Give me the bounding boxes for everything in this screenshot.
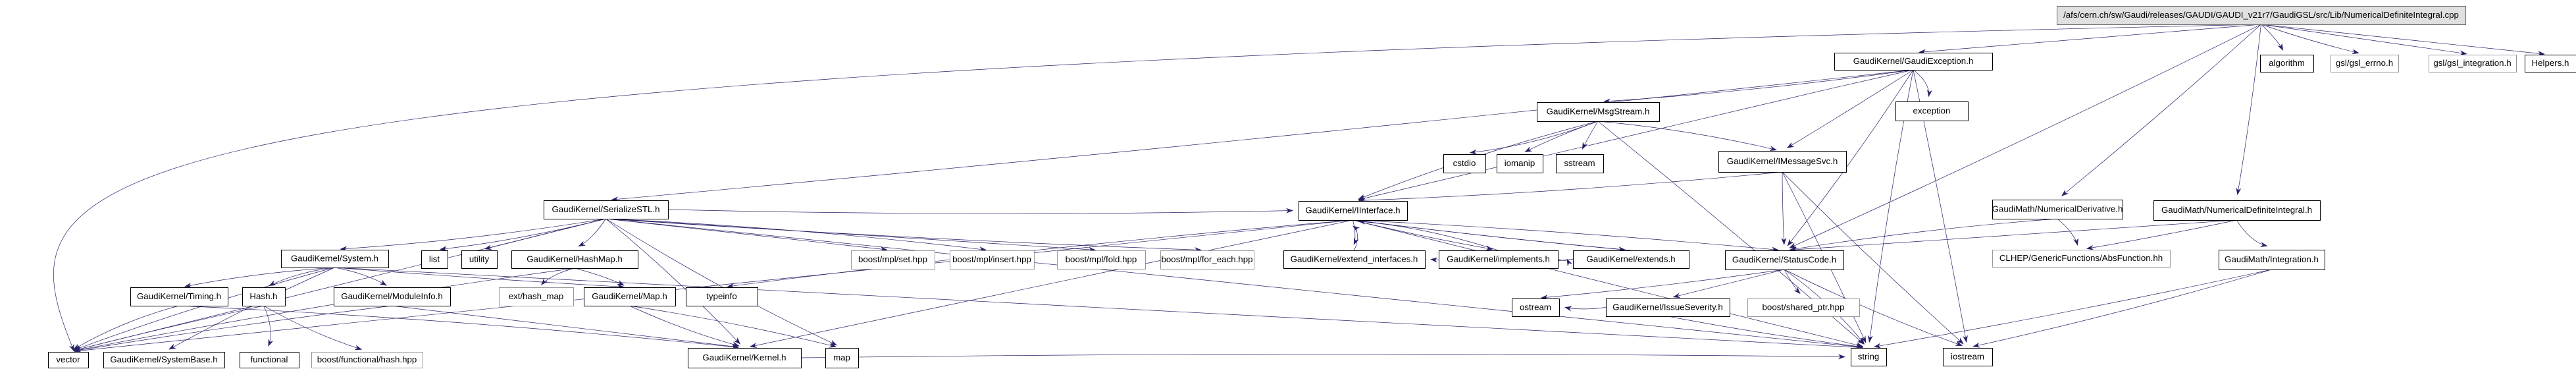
- svg-text:vector: vector: [56, 355, 80, 364]
- svg-text:iomanip: iomanip: [1505, 158, 1535, 168]
- svg-text:iostream: iostream: [1951, 352, 1984, 362]
- svg-text:boost/mpl/for_each.hpp: boost/mpl/for_each.hpp: [1162, 254, 1253, 264]
- svg-text:GaudiKernel/GaudiException.h: GaudiKernel/GaudiException.h: [1853, 56, 1974, 66]
- svg-text:ostream: ostream: [1520, 302, 1551, 312]
- svg-text:gsl/gsl_integration.h: gsl/gsl_integration.h: [2433, 58, 2511, 68]
- svg-text:ext/hash_map: ext/hash_map: [509, 291, 564, 301]
- svg-text:GaudiKernel/ModuleInfo.h: GaudiKernel/ModuleInfo.h: [341, 291, 443, 301]
- svg-text:GaudiKernel/extend_interfaces.: GaudiKernel/extend_interfaces.h: [1291, 254, 1418, 264]
- svg-text:boost/shared_ptr.hpp: boost/shared_ptr.hpp: [1763, 302, 1845, 312]
- svg-text:GaudiMath/NumericalDefiniteInt: GaudiMath/NumericalDefiniteIntegral.h: [2161, 205, 2312, 215]
- svg-text:GaudiKernel/StatusCode.h: GaudiKernel/StatusCode.h: [1732, 255, 1836, 265]
- svg-text:GaudiMath/NumericalDerivative.: GaudiMath/NumericalDerivative.h: [1992, 204, 2123, 214]
- svg-text:GaudiKernel/implements.h: GaudiKernel/implements.h: [1447, 254, 1550, 264]
- svg-text:GaudiKernel/SerializeSTL.h: GaudiKernel/SerializeSTL.h: [552, 204, 659, 214]
- svg-text:gsl/gsl_errno.h: gsl/gsl_errno.h: [2336, 58, 2393, 68]
- svg-text:boost/mpl/set.hpp: boost/mpl/set.hpp: [858, 254, 927, 264]
- svg-text:GaudiMath/Integration.h: GaudiMath/Integration.h: [2225, 254, 2319, 264]
- svg-text:Hash.h: Hash.h: [249, 291, 277, 301]
- svg-text:GaudiKernel/Kernel.h: GaudiKernel/Kernel.h: [702, 353, 786, 362]
- svg-text:GaudiKernel/HashMap.h: GaudiKernel/HashMap.h: [527, 254, 623, 264]
- svg-text:boost/functional/hash.hpp: boost/functional/hash.hpp: [317, 355, 417, 364]
- svg-text:GaudiKernel/MsgStream.h: GaudiKernel/MsgStream.h: [1547, 107, 1650, 117]
- svg-text:Helpers.h: Helpers.h: [2532, 58, 2569, 68]
- svg-text:GaudiKernel/extends.h: GaudiKernel/extends.h: [1586, 254, 1675, 264]
- svg-text:typeinfo: typeinfo: [706, 291, 737, 301]
- svg-text:GaudiKernel/IMessageSvc.h: GaudiKernel/IMessageSvc.h: [1727, 156, 1838, 166]
- svg-text:GaudiKernel/SystemBase.h: GaudiKernel/SystemBase.h: [110, 355, 217, 364]
- svg-text:/afs/cern.ch/sw/Gaudi/releases: /afs/cern.ch/sw/Gaudi/releases/GAUDI/GAU…: [2063, 10, 2459, 20]
- svg-text:list: list: [429, 254, 440, 264]
- svg-text:GaudiKernel/System.h: GaudiKernel/System.h: [291, 254, 378, 264]
- svg-text:utility: utility: [469, 254, 490, 264]
- svg-text:sstream: sstream: [1564, 158, 1595, 168]
- svg-text:string: string: [1858, 352, 1880, 362]
- svg-text:functional: functional: [251, 355, 288, 364]
- svg-text:exception: exception: [1913, 106, 1951, 116]
- svg-text:GaudiKernel/Map.h: GaudiKernel/Map.h: [592, 291, 667, 301]
- svg-text:GaudiKernel/IInterface.h: GaudiKernel/IInterface.h: [1305, 206, 1400, 215]
- svg-text:algorithm: algorithm: [2269, 58, 2305, 68]
- svg-text:boost/mpl/fold.hpp: boost/mpl/fold.hpp: [1066, 254, 1137, 264]
- svg-text:cstdio: cstdio: [1453, 158, 1476, 168]
- svg-text:GaudiKernel/Timing.h: GaudiKernel/Timing.h: [137, 291, 221, 301]
- svg-text:GaudiKernel/IssueSeverity.h: GaudiKernel/IssueSeverity.h: [1612, 302, 1723, 312]
- svg-text:map: map: [833, 353, 850, 362]
- svg-text:boost/mpl/insert.hpp: boost/mpl/insert.hpp: [952, 254, 1031, 264]
- svg-text:CLHEP/GenericFunctions/AbsFunc: CLHEP/GenericFunctions/AbsFunction.hh: [1999, 253, 2163, 263]
